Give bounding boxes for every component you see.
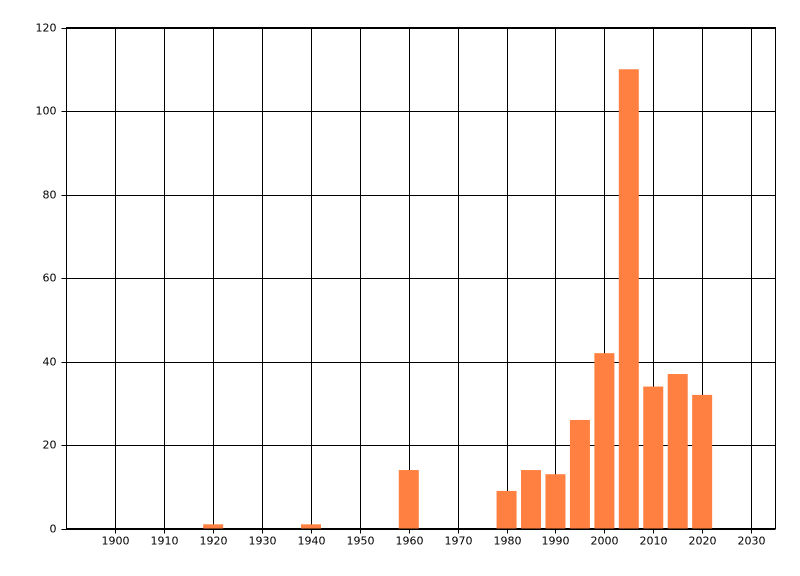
bar [643,386,664,529]
y-tick-label: 120 [36,22,57,35]
y-tick-label: 100 [36,105,57,118]
x-tick-label: 1940 [298,535,326,548]
bar [569,419,590,529]
x-tick-label: 1990 [542,535,570,548]
bar [398,470,419,529]
y-tick-label: 0 [50,523,57,536]
y-tick-label: 80 [43,189,57,202]
x-tick-label: 1910 [151,535,179,548]
x-tick-label: 1920 [200,535,228,548]
bar [203,524,224,529]
bar [618,69,639,529]
x-tick-label: 1980 [494,535,522,548]
x-tick-label: 1950 [347,535,375,548]
bar [545,474,566,529]
x-tick-label: 1960 [396,535,424,548]
y-tick-label: 40 [43,356,57,369]
bar [692,394,713,529]
x-tick-label: 2020 [689,535,717,548]
bar [300,524,321,529]
x-tick-label: 1970 [445,535,473,548]
x-tick-label: 1900 [102,535,130,548]
y-tick-label: 20 [43,439,57,452]
x-tick-label: 2030 [738,535,766,548]
bar [496,490,517,529]
x-tick-label: 2010 [640,535,668,548]
x-tick-label: 1930 [249,535,277,548]
bar [667,374,688,529]
x-tick-label: 2000 [591,535,619,548]
bar [594,353,615,529]
y-tick-label: 60 [43,272,57,285]
bar [521,470,542,529]
